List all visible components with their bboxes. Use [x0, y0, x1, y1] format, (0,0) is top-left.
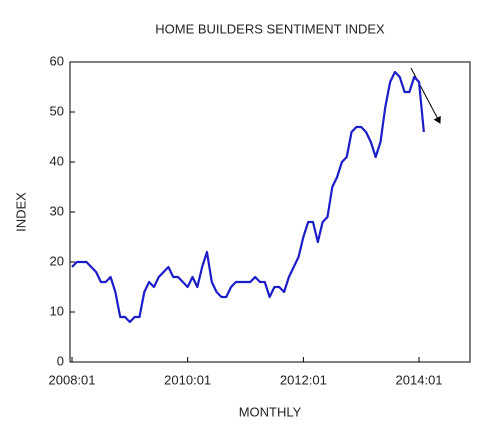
- x-tick-label: 2008:01: [49, 372, 96, 387]
- x-tick-label: 2010:01: [164, 372, 211, 387]
- y-tick-label: 10: [50, 303, 64, 318]
- plot-frame: [69, 61, 471, 363]
- trend-arrow: [410, 67, 441, 124]
- chart-title: HOME BUILDERS SENTIMENT INDEX: [155, 21, 385, 36]
- x-tick-label: 2014:01: [396, 372, 443, 387]
- y-tick-label: 30: [50, 203, 64, 218]
- y-tick-label: 40: [50, 153, 64, 168]
- y-tick-label: 50: [50, 103, 64, 118]
- y-axis-label: INDEX: [13, 192, 28, 232]
- data-line: [71, 70, 425, 324]
- x-tick-label: 2012:01: [280, 372, 327, 387]
- y-tick-label: 60: [50, 53, 64, 68]
- x-axis-label: MONTHLY: [239, 404, 302, 419]
- y-tick-label: 20: [50, 253, 64, 268]
- y-tick-label: 0: [57, 353, 64, 368]
